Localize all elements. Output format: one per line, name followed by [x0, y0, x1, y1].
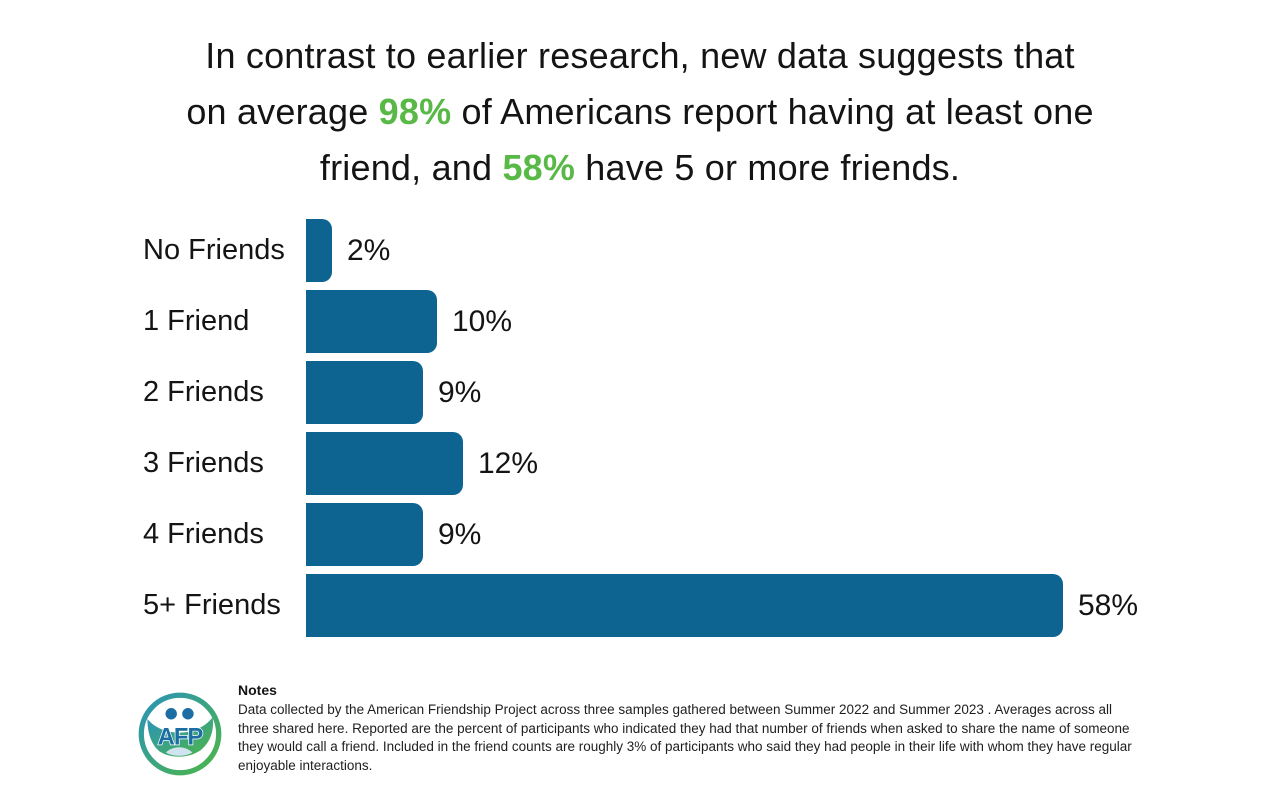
title-line: In contrast to earlier research, new dat…	[0, 28, 1280, 84]
bar	[306, 290, 437, 353]
category-label: 4 Friends	[143, 518, 264, 550]
category-label: 5+ Friends	[143, 589, 281, 621]
value-label: 12%	[478, 446, 539, 480]
title-text: of Americans report having at least one	[451, 91, 1094, 132]
category-label: No Friends	[143, 234, 285, 266]
notes-section: Notes Data collected by the American Fri…	[238, 682, 1134, 775]
bar-row: No Friends 2%	[143, 219, 1138, 282]
bar-row: 1 Friend 10%	[143, 290, 1138, 353]
chart-title: In contrast to earlier research, new dat…	[0, 28, 1280, 196]
bar-row: 4 Friends 9%	[143, 503, 1138, 566]
bar	[306, 574, 1063, 637]
bar-chart: No Friends 2% 1 Friend 10% 2 Friends 9% 3 Frie…	[143, 219, 1138, 645]
title-text: on average	[186, 91, 379, 132]
notes-body: Data collected by the American Friendshi…	[238, 702, 1132, 773]
bar	[306, 219, 332, 282]
category-label: 1 Friend	[143, 305, 250, 337]
title-line: friend, and 58% have 5 or more friends.	[0, 140, 1280, 196]
afp-logo-graphic: AFP	[138, 692, 222, 776]
title-text: friend, and	[319, 147, 503, 188]
afp-logo: AFP	[136, 690, 224, 778]
bar-row: 5+ Friends 58%	[143, 574, 1138, 637]
logo-person-head	[165, 708, 177, 720]
title-text: have 5 or more friends.	[575, 147, 961, 188]
logo-ring	[138, 692, 222, 776]
bar	[306, 503, 423, 566]
bar-row: 3 Friends 12%	[143, 432, 1138, 495]
title-line: on average 98% of Americans report havin…	[0, 84, 1280, 140]
title-text: In contrast to earlier research, new dat…	[205, 35, 1075, 76]
title-highlight-stat: 58%	[502, 147, 576, 188]
value-label: 9%	[438, 375, 482, 409]
bar	[306, 361, 423, 424]
logo-banner	[147, 717, 213, 757]
title-highlight-stat: 98%	[378, 91, 452, 132]
notes-heading: Notes	[238, 682, 277, 698]
bar	[306, 432, 463, 495]
logo-hands-shape	[165, 747, 193, 756]
logo-person-head	[182, 708, 194, 720]
value-label: 10%	[452, 304, 513, 338]
value-label: 58%	[1078, 588, 1139, 622]
logo-text: AFP	[158, 724, 204, 751]
value-label: 9%	[438, 517, 482, 551]
value-label: 2%	[347, 233, 391, 267]
bar-row: 2 Friends 9%	[143, 361, 1138, 424]
category-label: 2 Friends	[143, 376, 264, 408]
category-label: 3 Friends	[143, 447, 264, 479]
